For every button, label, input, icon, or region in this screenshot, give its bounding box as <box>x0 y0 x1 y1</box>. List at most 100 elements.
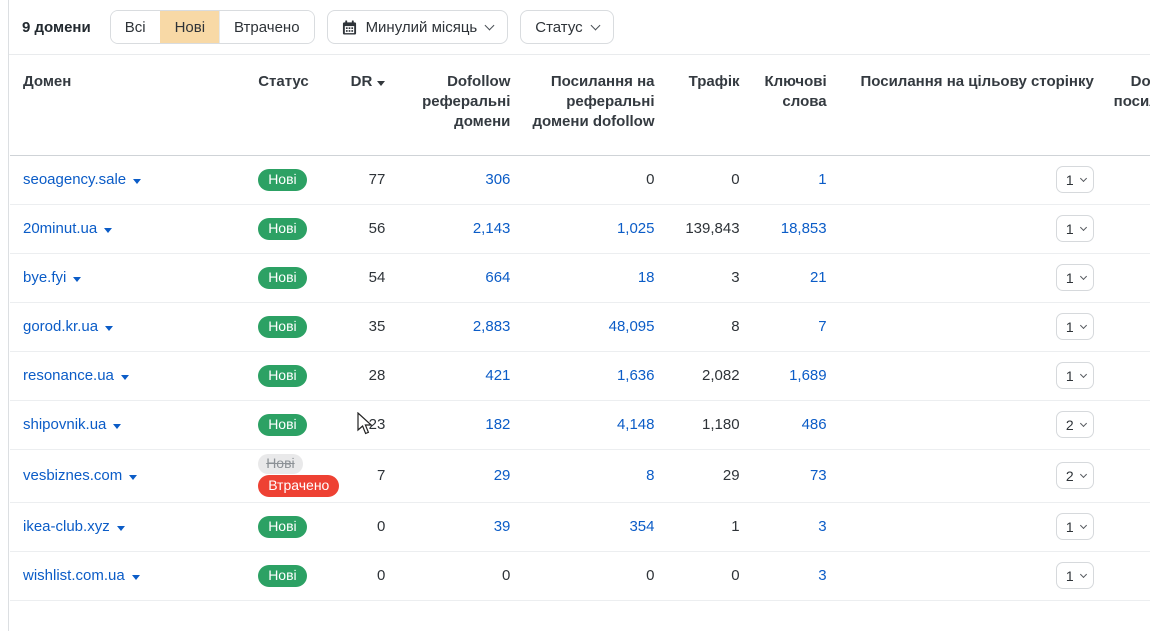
status-badge: Нові <box>258 515 307 538</box>
domains-count: 9 домени <box>22 18 91 36</box>
dofollow-ref-links-link[interactable]: 1,636 <box>520 351 665 401</box>
dofollow-ref-domains-link[interactable]: 182 <box>395 400 521 450</box>
target-page-select[interactable]: 1 <box>1055 166 1094 193</box>
chevron-down-icon <box>1079 521 1087 530</box>
col-header-domain[interactable]: Домен <box>10 55 246 156</box>
chevron-down-icon <box>484 20 495 30</box>
col-header-keywords[interactable]: Ключові слова <box>749 55 837 156</box>
traffic-value: 8 <box>664 302 750 352</box>
status-dropdown-button[interactable]: Статус <box>520 10 614 44</box>
dr-value: 56 <box>345 204 396 254</box>
status-badge: Нові <box>258 266 307 289</box>
dofollow-ref-links-link[interactable]: 18 <box>520 253 665 303</box>
status-filter-tabs: Всі Нові Втрачено <box>109 10 315 44</box>
domains-table: Домен Статус DR Dofollow реферальні доме… <box>10 55 1150 601</box>
chevron-down-icon[interactable] <box>120 375 129 380</box>
domain-link[interactable]: wishlist.com.ua <box>23 567 125 584</box>
dofollow-ref-links-link[interactable]: 48,095 <box>520 302 665 352</box>
tab-lost[interactable]: Втрачено <box>219 11 314 43</box>
traffic-value: 0 <box>664 155 750 205</box>
domain-link[interactable]: seoagency.sale <box>23 171 127 188</box>
keywords-link[interactable]: 1,689 <box>749 351 837 401</box>
status-badge-lost: Втрачено <box>258 475 340 497</box>
traffic-value: 3 <box>664 253 750 303</box>
col-header-traffic[interactable]: Трафік <box>664 55 750 156</box>
dofollow-ref-links-value: 0 <box>520 155 665 205</box>
dofollow-ref-domains-link[interactable]: 664 <box>395 253 521 303</box>
table-row: resonance.ua Нові 28 421 1,636 2,082 1,6… <box>10 351 1150 401</box>
chevron-down-icon[interactable] <box>105 326 114 331</box>
domain-link[interactable]: gorod.kr.ua <box>23 318 99 335</box>
col-header-dr[interactable]: DR <box>345 55 396 156</box>
keywords-link[interactable]: 7 <box>749 302 837 352</box>
dofollow-ref-domains-link[interactable]: 306 <box>395 155 521 205</box>
tab-new[interactable]: Нові <box>159 11 220 43</box>
dofollow-ref-links-link[interactable]: 4,148 <box>520 400 665 450</box>
dofollow-ref-links-link[interactable]: 354 <box>520 502 665 552</box>
target-page-select[interactable]: 2 <box>1055 462 1094 489</box>
col-header-status[interactable]: Статус <box>245 55 346 156</box>
col-header-dofollow-links[interactable]: Dofollow посилання <box>1103 55 1150 156</box>
chevron-down-icon[interactable] <box>131 575 140 580</box>
status-filter-label: Статус <box>535 18 583 36</box>
period-dropdown-button[interactable]: Минулий місяць <box>326 10 509 44</box>
chevron-down-icon[interactable] <box>104 228 113 233</box>
keywords-link[interactable]: 73 <box>749 449 837 503</box>
dofollow-ref-domains-link[interactable]: 2,143 <box>395 204 521 254</box>
keywords-link[interactable]: 1 <box>749 155 837 205</box>
dr-value: 77 <box>345 155 396 205</box>
table-row: 20minut.ua Нові 56 2,143 1,025 139,843 1… <box>10 204 1150 254</box>
period-label: Минулий місяць <box>365 18 478 36</box>
chevron-down-icon <box>1079 570 1087 579</box>
traffic-value: 0 <box>664 551 750 601</box>
domain-link[interactable]: bye.fyi <box>23 269 67 286</box>
domain-link[interactable]: shipovnik.ua <box>23 416 107 433</box>
target-page-select[interactable]: 1 <box>1055 264 1094 291</box>
table-row: seoagency.sale Нові 77 306 0 0 1 1 <box>10 155 1150 205</box>
target-page-select[interactable]: 1 <box>1055 513 1094 540</box>
domain-link[interactable]: 20minut.ua <box>23 220 98 237</box>
col-header-dofollow-ref-links[interactable]: Посилання на реферальні домени dofollow <box>520 55 665 156</box>
dr-value: 0 <box>345 551 396 601</box>
keywords-link[interactable]: 18,853 <box>749 204 837 254</box>
keywords-link[interactable]: 3 <box>749 502 837 552</box>
chevron-down-icon[interactable] <box>73 277 82 282</box>
sort-desc-icon <box>377 81 386 86</box>
target-page-select[interactable]: 2 <box>1055 411 1094 438</box>
traffic-value: 29 <box>664 449 750 503</box>
domain-link[interactable]: resonance.ua <box>23 367 114 384</box>
chevron-down-icon <box>1079 370 1087 379</box>
status-badge: Нові <box>258 413 307 436</box>
dofollow-ref-links-link[interactable]: 8 <box>520 449 665 503</box>
dofollow-ref-domains-link[interactable]: 421 <box>395 351 521 401</box>
dofollow-ref-links-link[interactable]: 1,025 <box>520 204 665 254</box>
chevron-down-icon[interactable] <box>133 179 142 184</box>
dofollow-ref-domains-link[interactable]: 39 <box>395 502 521 552</box>
traffic-value: 1 <box>664 502 750 552</box>
status-badge: Нові <box>258 217 307 240</box>
chevron-down-icon[interactable] <box>129 475 138 480</box>
col-header-dofollow-ref-domains[interactable]: Dofollow реферальні домени <box>395 55 521 156</box>
traffic-value: 139,843 <box>664 204 750 254</box>
table-row: ikea-club.xyz Нові 0 39 354 1 3 1 <box>10 502 1150 552</box>
traffic-value: 2,082 <box>664 351 750 401</box>
domain-link[interactable]: ikea-club.xyz <box>23 518 110 535</box>
chevron-down-icon[interactable] <box>113 424 122 429</box>
keywords-link[interactable]: 486 <box>749 400 837 450</box>
target-page-select[interactable]: 1 <box>1055 313 1094 340</box>
toolbar: 9 домени Всі Нові Втрачено Минулий місяц… <box>9 0 1150 55</box>
chevron-down-icon[interactable] <box>116 526 125 531</box>
status-badge: Нові <box>258 564 307 587</box>
target-page-select[interactable]: 1 <box>1055 562 1094 589</box>
domain-link[interactable]: vesbiznes.com <box>23 467 123 484</box>
target-page-select[interactable]: 1 <box>1055 362 1094 389</box>
target-page-select[interactable]: 1 <box>1055 215 1094 242</box>
dofollow-ref-domains-link[interactable]: 2,883 <box>395 302 521 352</box>
col-header-target-page-links[interactable]: Посилання на цільову сторінку <box>836 55 1104 156</box>
keywords-link[interactable]: 21 <box>749 253 837 303</box>
table-row: wishlist.com.ua Нові 0 0 0 0 3 1 <box>10 551 1150 601</box>
keywords-link[interactable]: 3 <box>749 551 837 601</box>
dofollow-ref-domains-link[interactable]: 29 <box>395 449 521 503</box>
tab-all[interactable]: Всі <box>110 11 160 43</box>
table-row: vesbiznes.com Нові Втрачено 7 29 8 29 73… <box>10 449 1150 503</box>
